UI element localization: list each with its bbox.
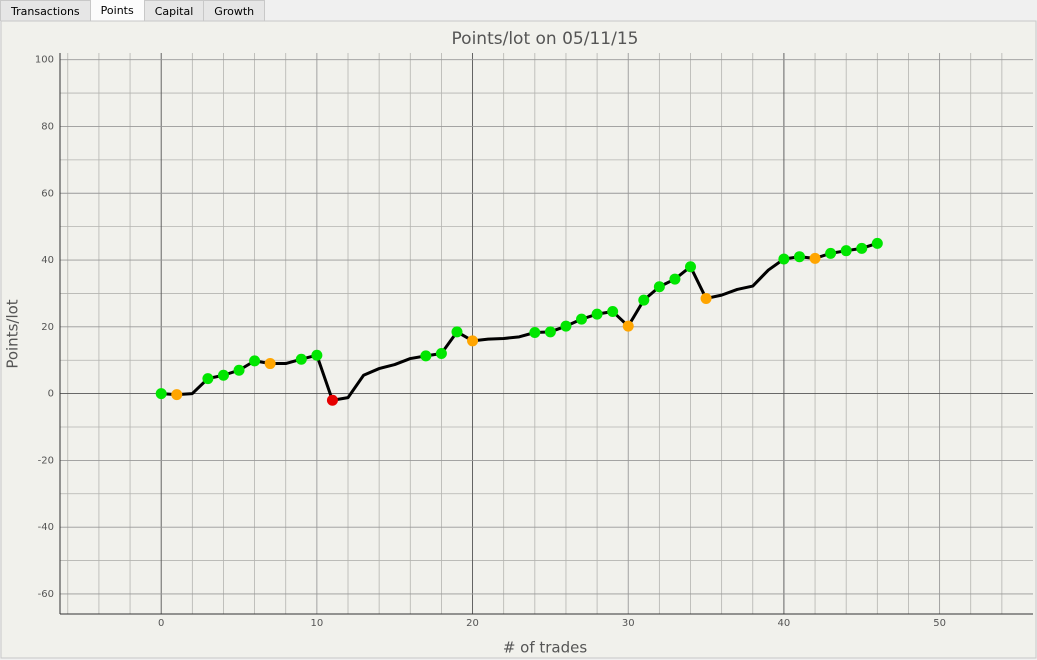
x-tick-label: 50 <box>933 618 946 629</box>
y-tick-label: -40 <box>38 522 54 533</box>
point-marker <box>591 308 603 320</box>
tab-bar: Transactions Points Capital Growth <box>0 0 266 22</box>
point-marker <box>653 281 665 293</box>
x-tick-label: 20 <box>466 618 479 629</box>
point-marker <box>311 349 323 361</box>
point-marker <box>856 242 868 254</box>
point-marker <box>467 335 479 347</box>
point-marker <box>435 348 447 360</box>
y-tick-label: -20 <box>38 455 54 466</box>
y-tick-label: 60 <box>41 188 54 199</box>
point-marker <box>451 326 463 338</box>
x-tick-label: 40 <box>778 618 791 629</box>
y-tick-label: 20 <box>41 322 54 333</box>
point-marker <box>685 261 697 273</box>
point-marker <box>622 320 634 332</box>
point-marker <box>171 389 183 401</box>
x-axis-label: # of trades <box>503 639 588 657</box>
point-marker <box>576 313 588 325</box>
x-tick-label: 30 <box>622 618 635 629</box>
y-tick-label: 80 <box>41 121 54 132</box>
point-marker <box>809 252 821 264</box>
point-marker <box>778 253 790 265</box>
chart-title: Points/lot on 05/11/15 <box>452 29 639 49</box>
point-marker <box>233 364 245 376</box>
point-marker <box>840 245 852 257</box>
point-marker <box>264 358 276 370</box>
point-marker <box>544 326 556 338</box>
point-marker <box>560 320 572 332</box>
point-marker <box>202 373 214 385</box>
point-marker <box>871 237 883 249</box>
y-tick-label: -60 <box>38 589 54 600</box>
tab[interactable]: Transactions <box>0 0 91 21</box>
point-marker <box>669 273 681 285</box>
y-tick-label: 40 <box>41 255 54 266</box>
chart: Points/lot on 05/11/15 # of trades Point… <box>0 20 1037 659</box>
point-marker <box>249 355 261 367</box>
point-marker <box>825 247 837 259</box>
point-marker <box>529 326 541 338</box>
point-marker <box>295 353 307 365</box>
point-marker <box>217 369 229 381</box>
point-marker <box>700 292 712 304</box>
point-marker <box>326 394 338 406</box>
series-line <box>161 241 878 402</box>
tab[interactable]: Growth <box>203 0 266 21</box>
tab[interactable]: Capital <box>143 0 205 21</box>
tab[interactable]: Points <box>89 0 145 22</box>
chart-frame <box>0 20 1037 659</box>
y-tick-label: 100 <box>35 55 54 66</box>
y-axis-label: Points/lot <box>4 299 22 368</box>
x-tick-label: 0 <box>158 618 164 629</box>
x-tick-label: 10 <box>311 618 324 629</box>
point-marker <box>638 294 650 306</box>
point-marker <box>607 305 619 317</box>
y-tick-label: 0 <box>48 389 54 400</box>
point-marker <box>420 350 432 362</box>
point-marker <box>793 251 805 263</box>
point-marker <box>155 388 167 400</box>
